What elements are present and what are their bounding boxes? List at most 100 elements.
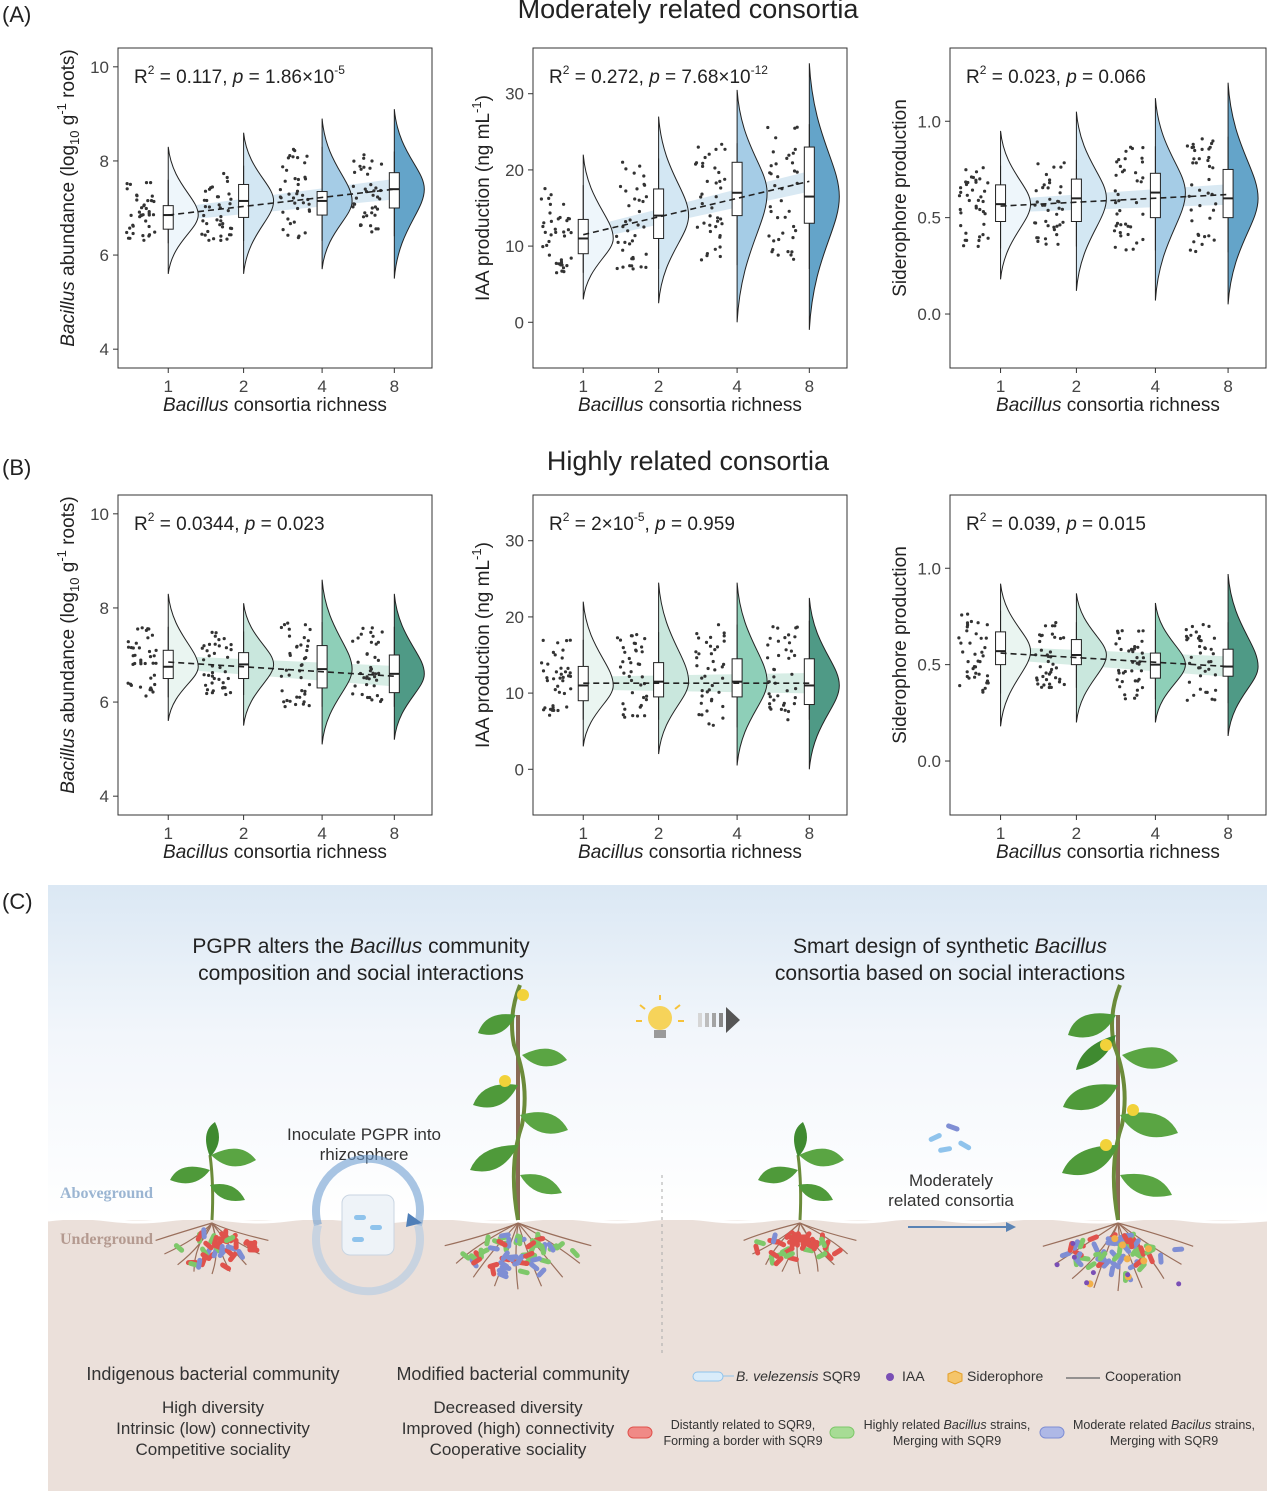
- data-point: [1044, 172, 1048, 177]
- data-point: [1044, 242, 1048, 246]
- data-point: [1051, 662, 1055, 666]
- data-point: [1194, 630, 1198, 634]
- data-point: [1059, 165, 1063, 169]
- data-point: [1126, 224, 1130, 228]
- data-point: [1116, 629, 1120, 633]
- data-point: [973, 665, 978, 669]
- data-point: [986, 236, 990, 240]
- bacterium: [546, 1241, 556, 1253]
- data-point: [1141, 656, 1145, 660]
- data-point: [631, 714, 635, 718]
- data-point: [548, 202, 553, 206]
- violin: [582, 601, 614, 747]
- data-point: [202, 198, 206, 202]
- data-point: [207, 205, 211, 209]
- data-point: [562, 270, 566, 274]
- data-point: [978, 207, 982, 212]
- data-point: [1052, 228, 1056, 232]
- data-point: [222, 637, 226, 641]
- data-point: [635, 714, 640, 718]
- data-point: [986, 181, 990, 185]
- data-point: [542, 221, 546, 225]
- data-point: [976, 621, 980, 625]
- data-point: [722, 639, 726, 643]
- data-point: [789, 253, 793, 257]
- data-point: [1044, 219, 1048, 223]
- data-point: [147, 211, 151, 215]
- data-point: [1114, 642, 1118, 646]
- data-point: [215, 195, 220, 199]
- data-point: [1058, 223, 1062, 227]
- bacterium: [1091, 1241, 1100, 1253]
- data-point: [623, 707, 627, 711]
- data-point: [787, 209, 791, 213]
- bacterium: [773, 1256, 784, 1267]
- legend-iaa-icon: [886, 1373, 894, 1381]
- data-point: [283, 705, 287, 709]
- data-point: [628, 242, 632, 246]
- data-point: [1135, 241, 1139, 245]
- data-point: [1140, 686, 1145, 690]
- data-point: [705, 179, 709, 183]
- data-point: [699, 258, 704, 262]
- data-point: [542, 708, 546, 712]
- data-point: [967, 198, 971, 203]
- data-point: [621, 160, 625, 164]
- data-point: [711, 723, 715, 727]
- y-tick-label: 20: [505, 608, 524, 627]
- data-point: [981, 210, 986, 214]
- data-point: [210, 674, 214, 678]
- data-point: [370, 159, 374, 163]
- data-point: [554, 261, 558, 265]
- x-tick-label: 2: [239, 377, 248, 396]
- data-point: [547, 196, 551, 200]
- x-axis-label: Bacillus consortia richness: [578, 395, 802, 416]
- data-point: [131, 224, 135, 228]
- data-point: [1133, 679, 1137, 683]
- data-point: [1133, 696, 1137, 700]
- data-point: [539, 197, 544, 201]
- data-point: [959, 190, 963, 194]
- data-point: [287, 634, 292, 638]
- data-point: [621, 713, 625, 717]
- pgpr-bag-icon: [312, 1154, 424, 1296]
- data-point: [629, 634, 634, 638]
- data-point: [699, 195, 703, 199]
- legend-cooperation-label: Cooperation: [1105, 1368, 1182, 1384]
- data-point: [225, 175, 229, 180]
- data-point: [369, 667, 373, 671]
- data-point: [293, 149, 297, 153]
- data-point: [1140, 160, 1145, 164]
- right-heading: Smart design of synthetic Bacillus conso…: [774, 935, 1126, 985]
- bacterium: [200, 1252, 212, 1262]
- bacterium: [233, 1237, 239, 1250]
- data-point: [149, 686, 153, 690]
- box: [162, 649, 174, 680]
- data-point: [708, 214, 712, 218]
- fit-line: [1000, 652, 1229, 668]
- x-tick-label: 4: [1151, 377, 1160, 396]
- data-point: [769, 164, 773, 168]
- data-point: [1048, 682, 1052, 686]
- data-point: [1130, 669, 1134, 673]
- data-point: [1139, 669, 1143, 673]
- tall-plant-right-roots: [1042, 1222, 1194, 1292]
- data-point: [701, 161, 705, 165]
- data-point: [1115, 221, 1120, 225]
- data-point: [371, 193, 375, 197]
- data-point: [287, 627, 291, 631]
- data-point: [700, 676, 704, 680]
- data-point: [1136, 679, 1140, 683]
- data-point: [1213, 698, 1217, 702]
- data-point: [621, 646, 625, 650]
- data-point: [627, 204, 631, 208]
- data-point: [615, 636, 620, 640]
- data-point: [352, 159, 356, 163]
- data-point: [1062, 682, 1066, 687]
- data-point: [375, 678, 379, 682]
- stat-label: R2 = 0.039, p = 0.015: [966, 510, 1146, 535]
- bacterium: [570, 1247, 580, 1259]
- data-point: [630, 691, 635, 695]
- fit-line: [1000, 193, 1229, 207]
- bacterium: [753, 1243, 761, 1256]
